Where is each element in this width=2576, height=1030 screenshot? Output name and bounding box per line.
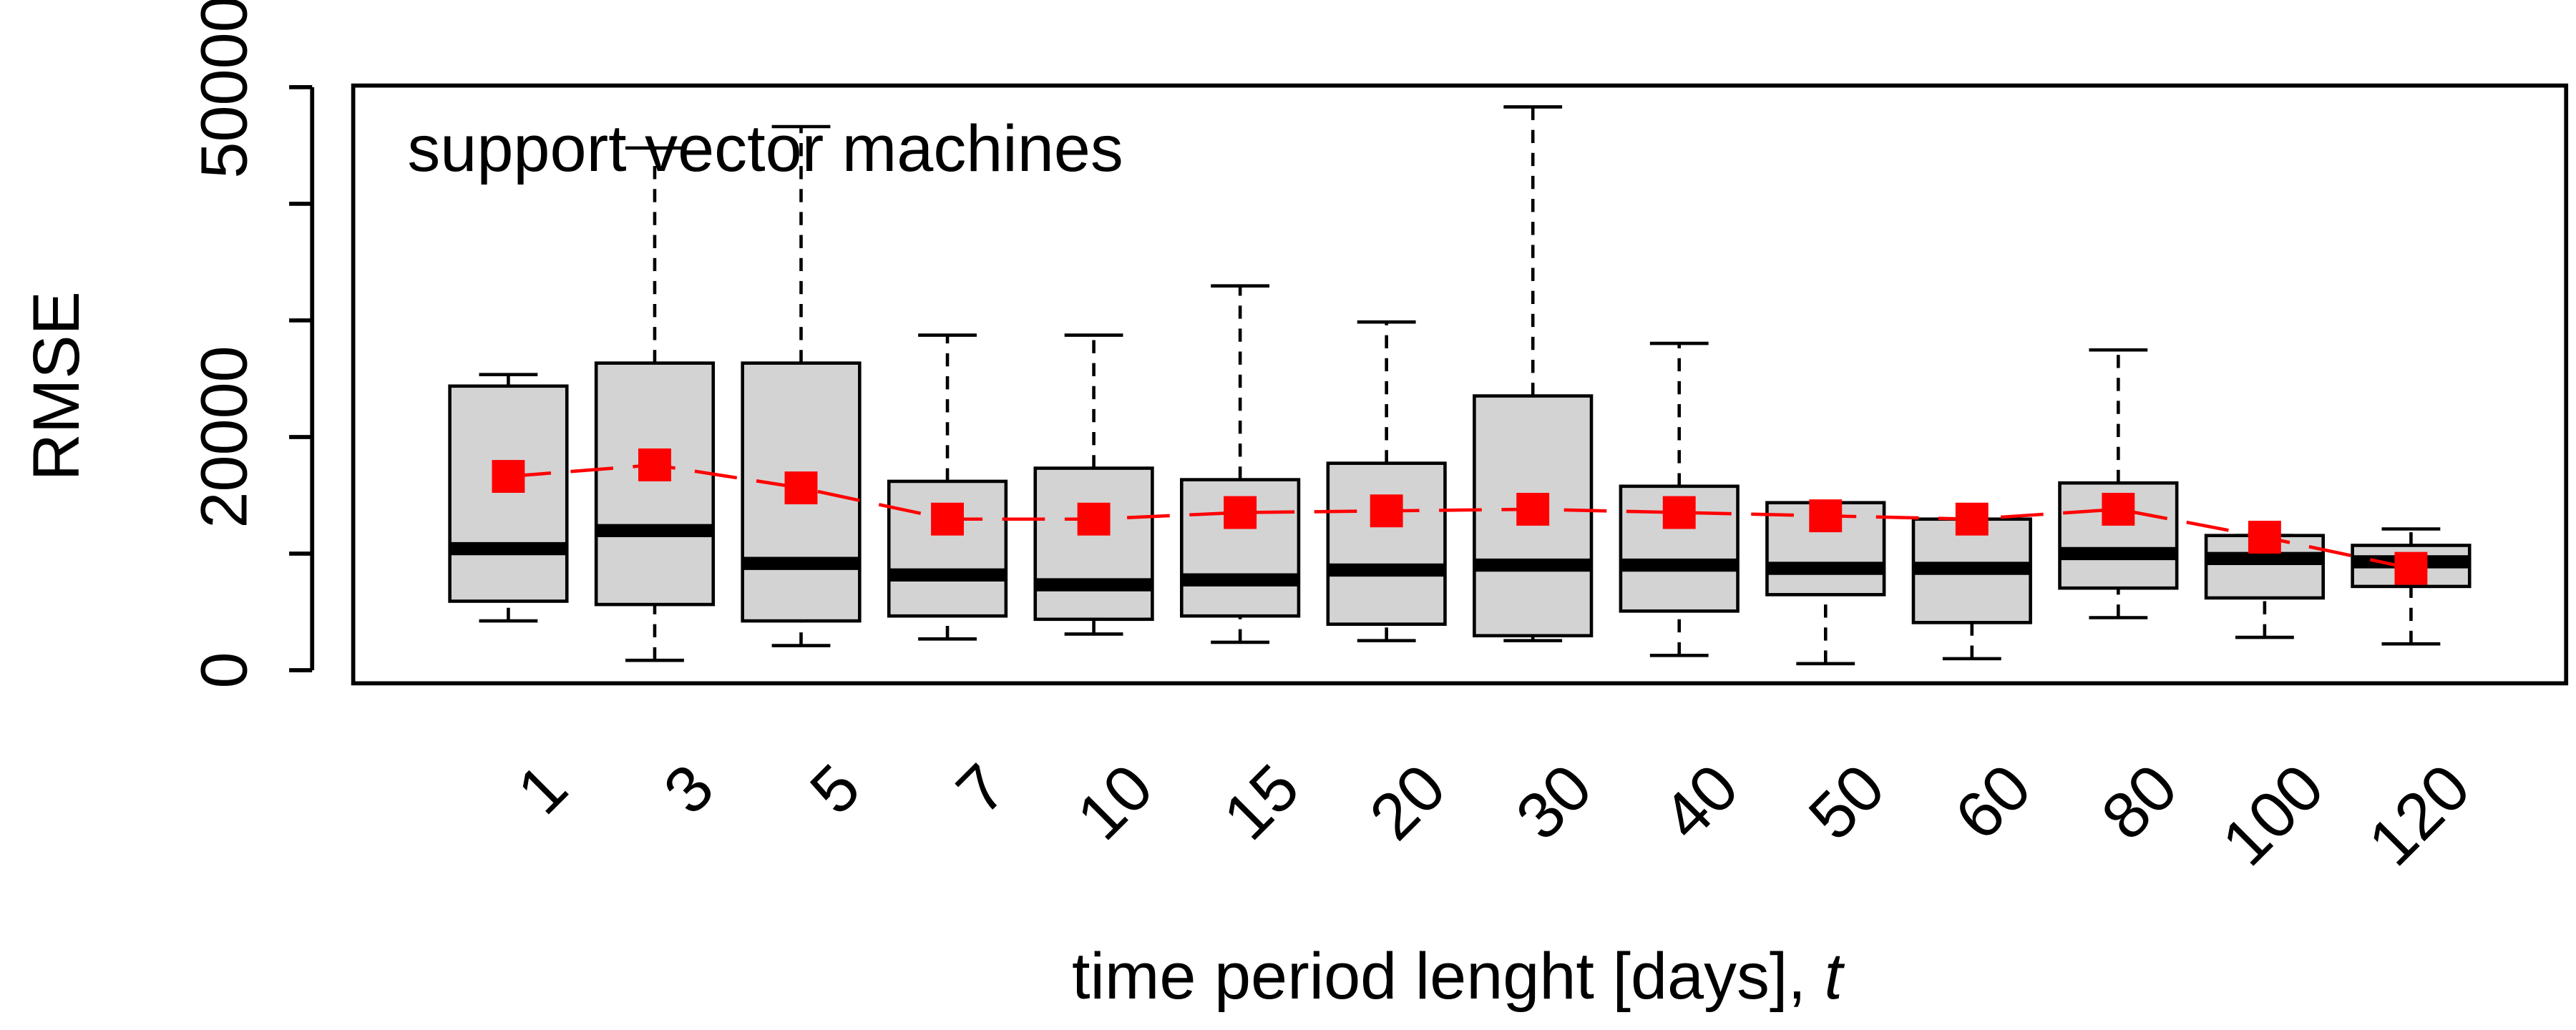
mean-marker <box>1662 496 1696 529</box>
y-tick-label: 0 <box>187 652 260 688</box>
mean-marker <box>2248 521 2281 554</box>
x-tick-label: 60 <box>1941 750 2044 853</box>
mean-marker <box>1370 494 1403 528</box>
box <box>1033 466 1154 622</box>
mean-marker <box>1955 502 1989 536</box>
x-tick-label: 80 <box>2088 750 2191 853</box>
mean-line <box>508 463 2411 570</box>
mean-marker <box>1516 493 1550 526</box>
annotation: support vector machines <box>407 112 1123 185</box>
box <box>594 361 716 607</box>
x-tick-label: 10 <box>1063 750 1166 853</box>
mean-marker <box>1224 496 1257 529</box>
x-tick-label: 7 <box>943 750 1020 828</box>
x-axis-label-var: t <box>1824 940 1845 1013</box>
x-tick-label: 120 <box>2355 750 2484 879</box>
x-axis-label-text: time period lenght [days], <box>1072 940 1806 1013</box>
box <box>448 384 569 603</box>
x-tick-label: 40 <box>1649 750 1752 853</box>
mean-marker <box>931 502 965 536</box>
mean-marker <box>2102 493 2135 526</box>
box <box>1326 461 1447 626</box>
box <box>887 479 1008 618</box>
box <box>2204 534 2325 600</box>
y-axis-label: RMSE <box>20 291 93 481</box>
x-axis-label: time period lenght [days], t <box>1072 940 1845 1013</box>
x-tick-label: 15 <box>1210 750 1313 853</box>
mean-marker <box>1809 499 1843 533</box>
x-tick-label: 50 <box>1795 750 1898 853</box>
x-tick-label: 5 <box>796 750 874 828</box>
mean-marker <box>784 471 818 505</box>
x-tick-label: 100 <box>2208 750 2337 879</box>
plot-frame <box>351 83 2569 686</box>
y-tick-label: 50000 <box>187 0 260 179</box>
x-tick-label: 1 <box>504 750 581 828</box>
mean-marker <box>638 448 671 481</box>
mean-marker <box>492 460 525 493</box>
mean-marker <box>1077 502 1111 536</box>
y-tick-label: 20000 <box>187 345 260 528</box>
x-tick-label: 20 <box>1356 750 1459 853</box>
x-tick-label: 3 <box>650 750 728 828</box>
x-tick-label: 30 <box>1503 750 1606 853</box>
mean-marker <box>2394 551 2428 585</box>
